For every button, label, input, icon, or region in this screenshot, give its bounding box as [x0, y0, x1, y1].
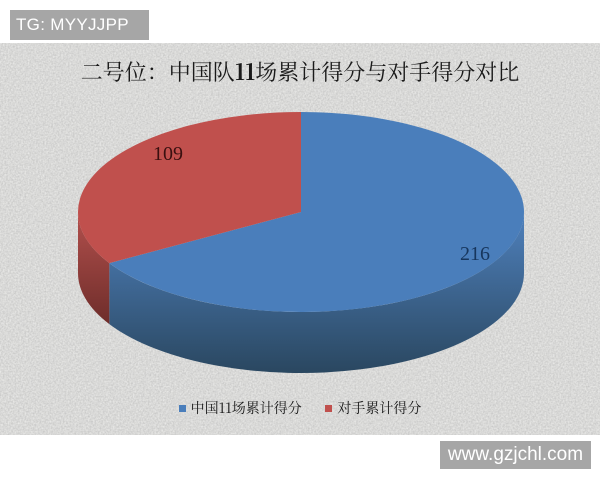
- svg-text:109: 109: [153, 143, 183, 165]
- svg-text:216: 216: [460, 243, 490, 265]
